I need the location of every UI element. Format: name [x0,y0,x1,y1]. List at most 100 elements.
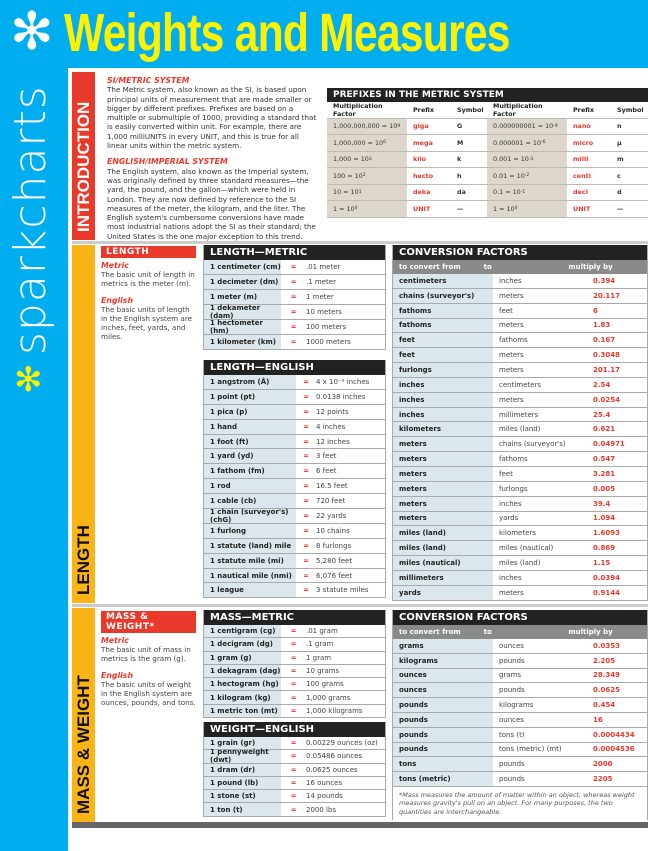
prefix-cell: h [457,171,462,180]
multiply-by: 0.0394 [593,573,621,582]
unit-value: 3 statute miles [316,586,369,595]
unit-value: 10 meters [306,308,342,316]
unit-name: 1 rod [204,479,296,494]
equals-sign: = [303,586,309,595]
convert-to: pounds [499,686,525,695]
multiply-by: 0.0353 [593,641,621,650]
prefix-cell: 0.1 = 10 -1 [487,184,567,200]
unit-name: 1 meter (m) [204,290,281,304]
unit-value: 6,076 feet [316,571,353,580]
table-row: yards meters 0.9144 [393,585,647,601]
multiply-by: 16 [593,715,603,724]
unit-name: 1 dekameter (dam) [204,304,281,320]
convert-to: kilograms [499,701,534,710]
column-header: Multiplication Factor [327,102,407,118]
unit-value: 0.0625 ounces [306,765,358,774]
intro-tab-label: INTRODUCTION [74,101,93,232]
unit-name: 1 angstrom (Å) [204,375,296,389]
divider [72,604,648,607]
multiply-by: 0.454 [593,701,616,710]
multiply-by: 0.547 [593,455,616,464]
convert-to: meters [499,365,524,374]
mass-section-title: MASS & WEIGHT* [101,611,196,633]
table-row: 1 statute mile (mi) = 5,280 feet [204,553,385,569]
unit-name: 1 hectometer (hm) [204,319,281,335]
unit-name: 1 stone (st) [204,790,281,803]
unit-value: 100 meters [306,323,347,331]
table-row: 1 metric ton (mt) = 1,000 kilograms [204,704,385,719]
prefix-cell: 0.001 = 10 -3 [487,151,567,167]
convert-from: chains (surveyor's) [393,288,493,303]
unit-value: .1 meter [306,278,336,286]
unit-name: 1 statute mile (mi) [204,553,296,568]
unit-value: .01 gram [306,627,338,636]
intro-text: SI/METRIC SYSTEM The Metric system, also… [107,76,321,248]
table-row: 1 hand = 4 inches [204,419,385,435]
unit-name: 1 league [204,583,296,598]
unit-value: 1,000 kilograms [306,706,363,715]
table-row: chains (surveyor's) meters 20.117 [393,288,647,304]
unit-name: 1 pica (p) [204,404,296,419]
prefix-cell: 10 = 10 1 [327,184,407,200]
table-title: WEIGHT—ENGLISH [204,722,385,737]
unit-value: 0.0138 inches [316,392,366,401]
prefix-cell: 0.000001 = 10 -6 [487,135,567,151]
unit-name: 1 centigram (cg) [204,625,281,638]
prefix-cell: 0.01 = 10 -2 [487,168,567,184]
prefix-cell: 0.000000001 = 10 -9 [487,118,567,134]
prefix-cell: d [617,188,622,197]
table-title: MASS—METRIC [204,610,385,625]
factor-value: 10 = 10 [333,188,359,197]
multiply-by: 39.4 [593,499,611,508]
table-row: pounds tons (t) 0.0004434 [393,727,647,743]
metric-heading: Metric [101,261,129,270]
multiply-by: 28.349 [593,671,621,680]
length-english-table: LENGTH—ENGLISH 1 angstrom (Å) = 4 x 10⁻⁹ in… [203,360,386,599]
unit-value: 12 inches [316,437,350,446]
exponent: -9 [553,123,558,129]
prefix-cell: m [617,155,624,164]
exponent: 3 [368,156,372,162]
exponent: 0 [514,206,518,212]
convert-to: ounces [499,715,524,724]
convert-from: tons (metric) [393,772,493,786]
convert-from: pounds [393,712,493,727]
convert-from: ounces [393,668,493,683]
factor-value: 0.001 = 10 [493,155,529,164]
prefix-cell: mega [413,138,433,147]
convert-to: yards [499,514,519,523]
mass-metric-table: MASS—METRIC 1 centigram (cg) = .01 gram 1 de… [203,610,386,719]
table-row: 1 gram (g) = 1 gram [204,651,385,665]
prefix-cell: micro [573,138,594,147]
metric-text: The basic unit of length in metrics is t… [101,270,195,289]
prefix-cell: — [617,204,624,213]
si-heading: SI/METRIC SYSTEM [107,76,190,85]
factor-value: 100 = 10 [333,171,363,180]
mass-tab: MASS & WEIGHT [72,608,95,822]
table-row: 1 pound (lb) = 16 ounces [204,776,385,791]
prefix-cell: deka [413,188,431,197]
exponent: 1 [358,189,362,195]
weight-english-table: WEIGHT—ENGLISH 1 grain (gr) = 0.00229 ounce… [203,722,386,817]
convert-to: meters [499,321,524,330]
prefix-cell: deci [573,188,588,197]
convert-to: ounces [499,641,524,650]
multiply-by: 0.0254 [593,395,621,404]
table-row: pounds kilograms 0.454 [393,698,647,713]
table-row: 1 pica (p) = 12 points [204,404,385,420]
multiply-by: 0.621 [593,425,616,434]
multiply-by: 0.0004434 [593,730,635,739]
unit-value: 14 pounds [306,792,343,801]
unit-value: 2000 lbs [306,805,337,814]
unit-value: 8 furlongs [316,541,352,550]
convert-to: miles (land) [499,425,541,434]
exponent: -3 [528,156,534,162]
table-row: 1 hectometer (hm) = 100 meters [204,319,385,335]
multiply-by: 3.281 [593,469,616,478]
unit-value: 1 gram [306,653,332,662]
convert-to: inches [499,573,522,582]
mass-conversion-table: CONVERSION FACTORS to convert from to multi… [392,610,648,821]
equals-sign: = [303,407,309,416]
unit-name: 1 grain (gr) [204,737,281,750]
equals-sign: = [290,640,297,649]
